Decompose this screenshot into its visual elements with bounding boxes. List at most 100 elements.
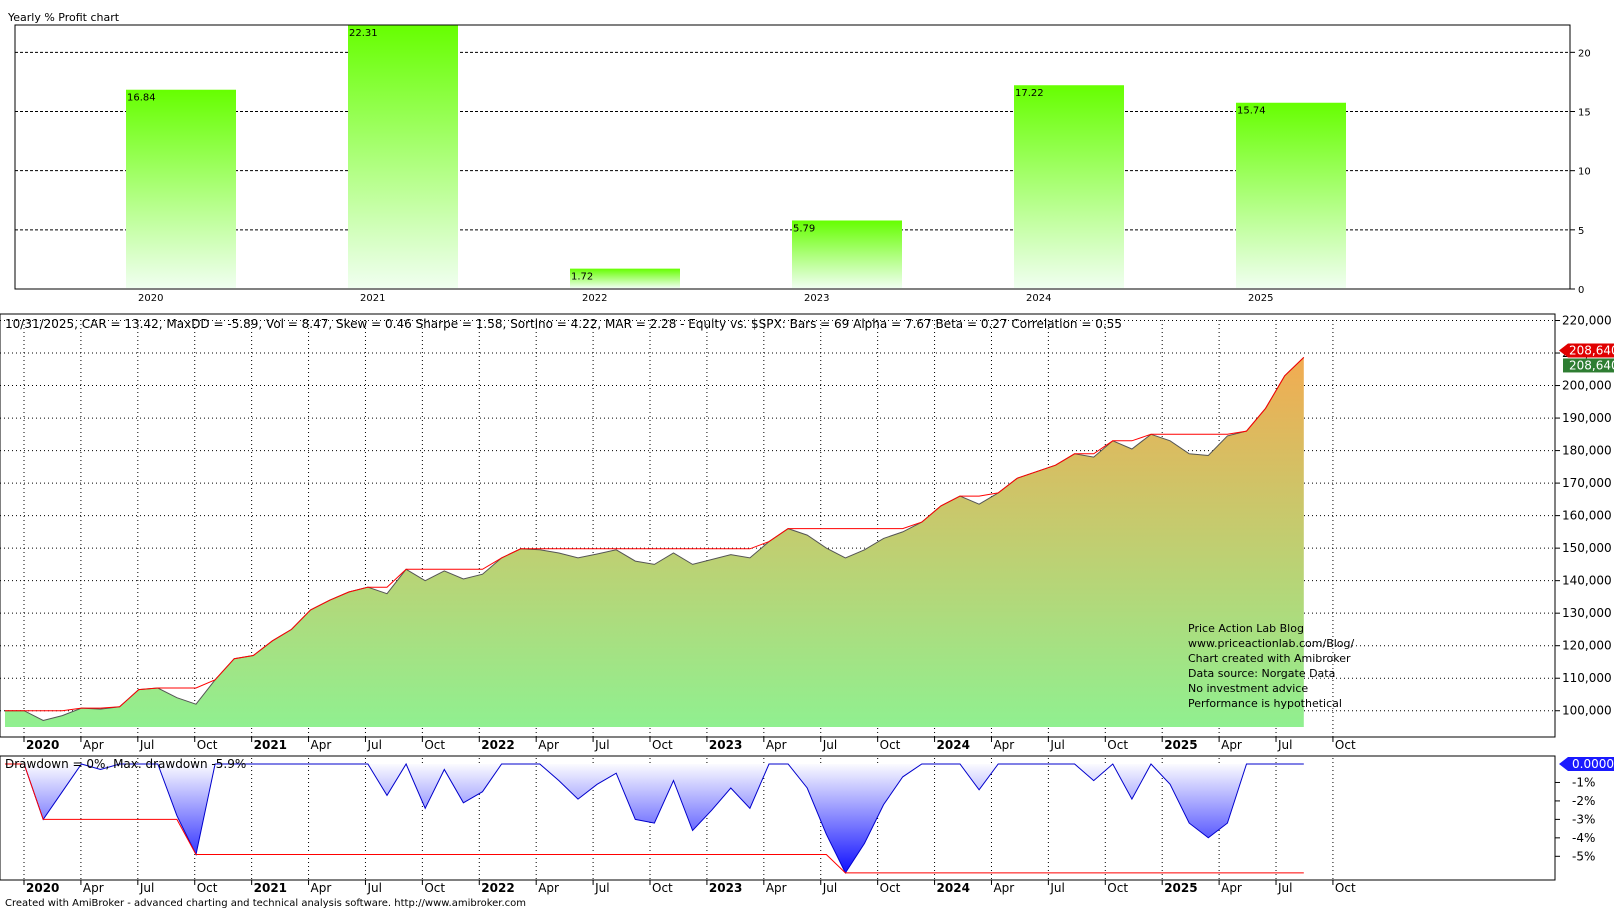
x-tick-label: Jul — [822, 881, 837, 895]
x-tick-label: Apr — [538, 881, 559, 895]
x-tick-label: Jul — [1049, 881, 1064, 895]
drawdown-y-tick-label: -2% — [1572, 794, 1595, 808]
bar-category-label: 2025 — [1248, 293, 1273, 304]
drawdown-y-tick-label: -3% — [1572, 812, 1595, 826]
x-tick-label: Oct — [1107, 881, 1128, 895]
bar — [792, 220, 902, 288]
equity-stats-title: 10/31/2025, CAR = 13.42, MaxDD = -5.89, … — [5, 317, 1122, 331]
equity-y-tick-label: 220,000 — [1562, 314, 1612, 328]
x-tick-label: 2023 — [709, 881, 742, 895]
equity-annotation-line: No investment advice — [1188, 682, 1308, 695]
x-tick-label: 2021 — [254, 881, 287, 895]
x-tick-label: Jul — [366, 738, 381, 752]
equity-y-tick-label: 120,000 — [1562, 639, 1612, 653]
bar — [126, 89, 236, 288]
equity-peak-badge-label: 208,640 — [1569, 343, 1614, 357]
x-tick-label: Jul — [1049, 738, 1064, 752]
x-tick-label: 2021 — [254, 738, 287, 752]
x-tick-label: 2023 — [709, 738, 742, 752]
x-tick-label: Oct — [424, 738, 445, 752]
equity-panel-frame — [0, 313, 1556, 738]
x-tick-label: 2024 — [937, 881, 970, 895]
equity-y-axis: 100,000 110,000 120,000 130,000 140,000 150,0… — [1555, 314, 1612, 718]
equity-y-tick-label: 160,000 — [1562, 509, 1612, 523]
drawdown-line — [5, 762, 1304, 874]
drawdown-y-tick-label: -1% — [1572, 775, 1595, 789]
x-tick-label: Apr — [311, 738, 332, 752]
x-tick-label: Jul — [594, 738, 609, 752]
x-tick-label: Jul — [594, 881, 609, 895]
bar-category-label: 2020 — [138, 293, 163, 304]
drawdown-title: Drawdown = 0%, Max. drawdown -5.9% — [5, 757, 246, 771]
x-tick-label: Oct — [880, 738, 901, 752]
drawdown-last-value-badge: 0.00000 — [1559, 757, 1614, 771]
x-tick-label: Apr — [538, 738, 559, 752]
bar-marks: 16.84 2020 22.31 2021 1.72 2022 5.79 2023 17.22 2… — [126, 25, 1346, 304]
x-tick-label: Jul — [366, 881, 381, 895]
equity-value-badge-label: 208,640 — [1569, 358, 1614, 372]
x-tick-label: Oct — [652, 738, 673, 752]
equity-y-tick-label: 130,000 — [1562, 606, 1612, 620]
equity-annotation: Price Action Lab Blog www.priceactionlab.… — [1188, 622, 1355, 710]
x-tick-label: 2020 — [26, 881, 59, 895]
equity-y-tick-label: 110,000 — [1562, 671, 1612, 685]
equity-annotation-line: Performance is hypothetical — [1188, 697, 1342, 710]
x-tick-label: Oct — [880, 881, 901, 895]
x-tick-label: Apr — [1221, 881, 1242, 895]
bar-y-tick-label: 5 — [1578, 226, 1584, 237]
bar-value-label: 17.22 — [1015, 88, 1044, 99]
equity-annotation-line: Chart created with Amibroker — [1188, 652, 1351, 665]
x-tick-label: Apr — [83, 738, 104, 752]
bar-y-axis: 0 5 10 15 20 — [1570, 48, 1591, 296]
x-tick-label: 2022 — [481, 881, 514, 895]
x-tick-label: Oct — [197, 738, 218, 752]
bar-category-label: 2023 — [804, 293, 829, 304]
x-tick-label: Jul — [1277, 881, 1292, 895]
bar-value-label: 1.72 — [571, 272, 593, 283]
x-tick-label: Apr — [993, 881, 1014, 895]
equity-y-tick-label: 180,000 — [1562, 444, 1612, 458]
bar-value-label: 5.79 — [793, 223, 815, 234]
drawdown-area — [5, 764, 1304, 873]
bar-value-label: 16.84 — [127, 93, 156, 104]
bar-category-label: 2024 — [1026, 293, 1051, 304]
x-tick-label: Apr — [766, 881, 787, 895]
bar-category-label: 2022 — [582, 293, 607, 304]
drawdown-panel-frame — [0, 755, 1556, 881]
equity-value-badge — [1563, 358, 1614, 373]
x-tick-label: 2025 — [1164, 881, 1197, 895]
x-tick-label: Oct — [197, 881, 218, 895]
bar — [570, 268, 680, 288]
x-tick-label: Apr — [766, 738, 787, 752]
x-tick-label: 2020 — [26, 738, 59, 752]
bar — [1236, 102, 1346, 288]
drawdown-x-axis: 2020 Apr Jul Oct 2021 Apr Jul Oct 2022 Apr Jul Oct 2… — [23, 880, 1356, 895]
drawdown-y-axis: -1% -2% -3% -4% -5% — [1555, 775, 1595, 863]
equity-y-tick-label: 190,000 — [1562, 411, 1612, 425]
x-tick-label: Jul — [1277, 738, 1292, 752]
x-tick-label: Jul — [139, 881, 154, 895]
equity-y-tick-label: 170,000 — [1562, 476, 1612, 490]
equity-x-axis: 2020 Apr Jul Oct 2021 Apr Jul Oct 2022 Apr Jul Oct 2… — [23, 737, 1356, 752]
equity-annotation-line: www.priceactionlab.com/Blog/ — [1188, 637, 1355, 650]
bar-y-tick-label: 10 — [1578, 167, 1591, 178]
x-tick-label: Oct — [424, 881, 445, 895]
equity-peak-badge — [1559, 343, 1614, 358]
x-tick-label: Oct — [1335, 738, 1356, 752]
footer-credit: Created with AmiBroker - advanced charti… — [5, 898, 526, 909]
bar-y-tick-label: 0 — [1578, 285, 1584, 296]
x-tick-label: Oct — [652, 881, 673, 895]
bar-category-label: 2021 — [360, 293, 385, 304]
equity-area — [5, 357, 1304, 727]
bar-value-label: 15.74 — [1237, 106, 1266, 117]
bar-chart-title: Yearly % Profit chart — [7, 11, 120, 24]
x-tick-label: Oct — [1335, 881, 1356, 895]
bar-panel-frame — [14, 24, 1571, 290]
x-tick-label: 2022 — [481, 738, 514, 752]
bar — [348, 25, 458, 288]
max-drawdown-line — [5, 763, 1304, 874]
x-tick-label: 2025 — [1164, 738, 1197, 752]
